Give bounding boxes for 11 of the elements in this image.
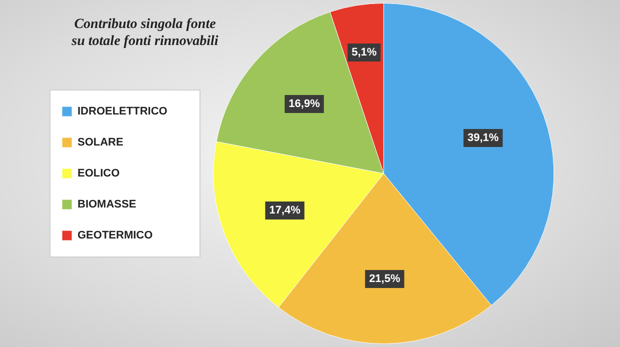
legend-label: BIOMASSE bbox=[78, 198, 136, 211]
data-label: 16,9% bbox=[288, 98, 320, 110]
data-label: 5,1% bbox=[352, 46, 377, 59]
text: Contributo singola fonte su totale fonti rinnovabili bbox=[70, 16, 220, 50]
data-label: 21,5% bbox=[369, 273, 400, 286]
data-label: 17,4% bbox=[269, 204, 301, 217]
legend-label: IDROELETTRICO bbox=[78, 106, 168, 118]
legend-label: EOLICO bbox=[78, 168, 120, 180]
legend-label: SOLARE bbox=[78, 136, 124, 149]
legend-label: GEOTERMICO bbox=[78, 230, 154, 242]
data-label: 39,1% bbox=[467, 132, 499, 144]
